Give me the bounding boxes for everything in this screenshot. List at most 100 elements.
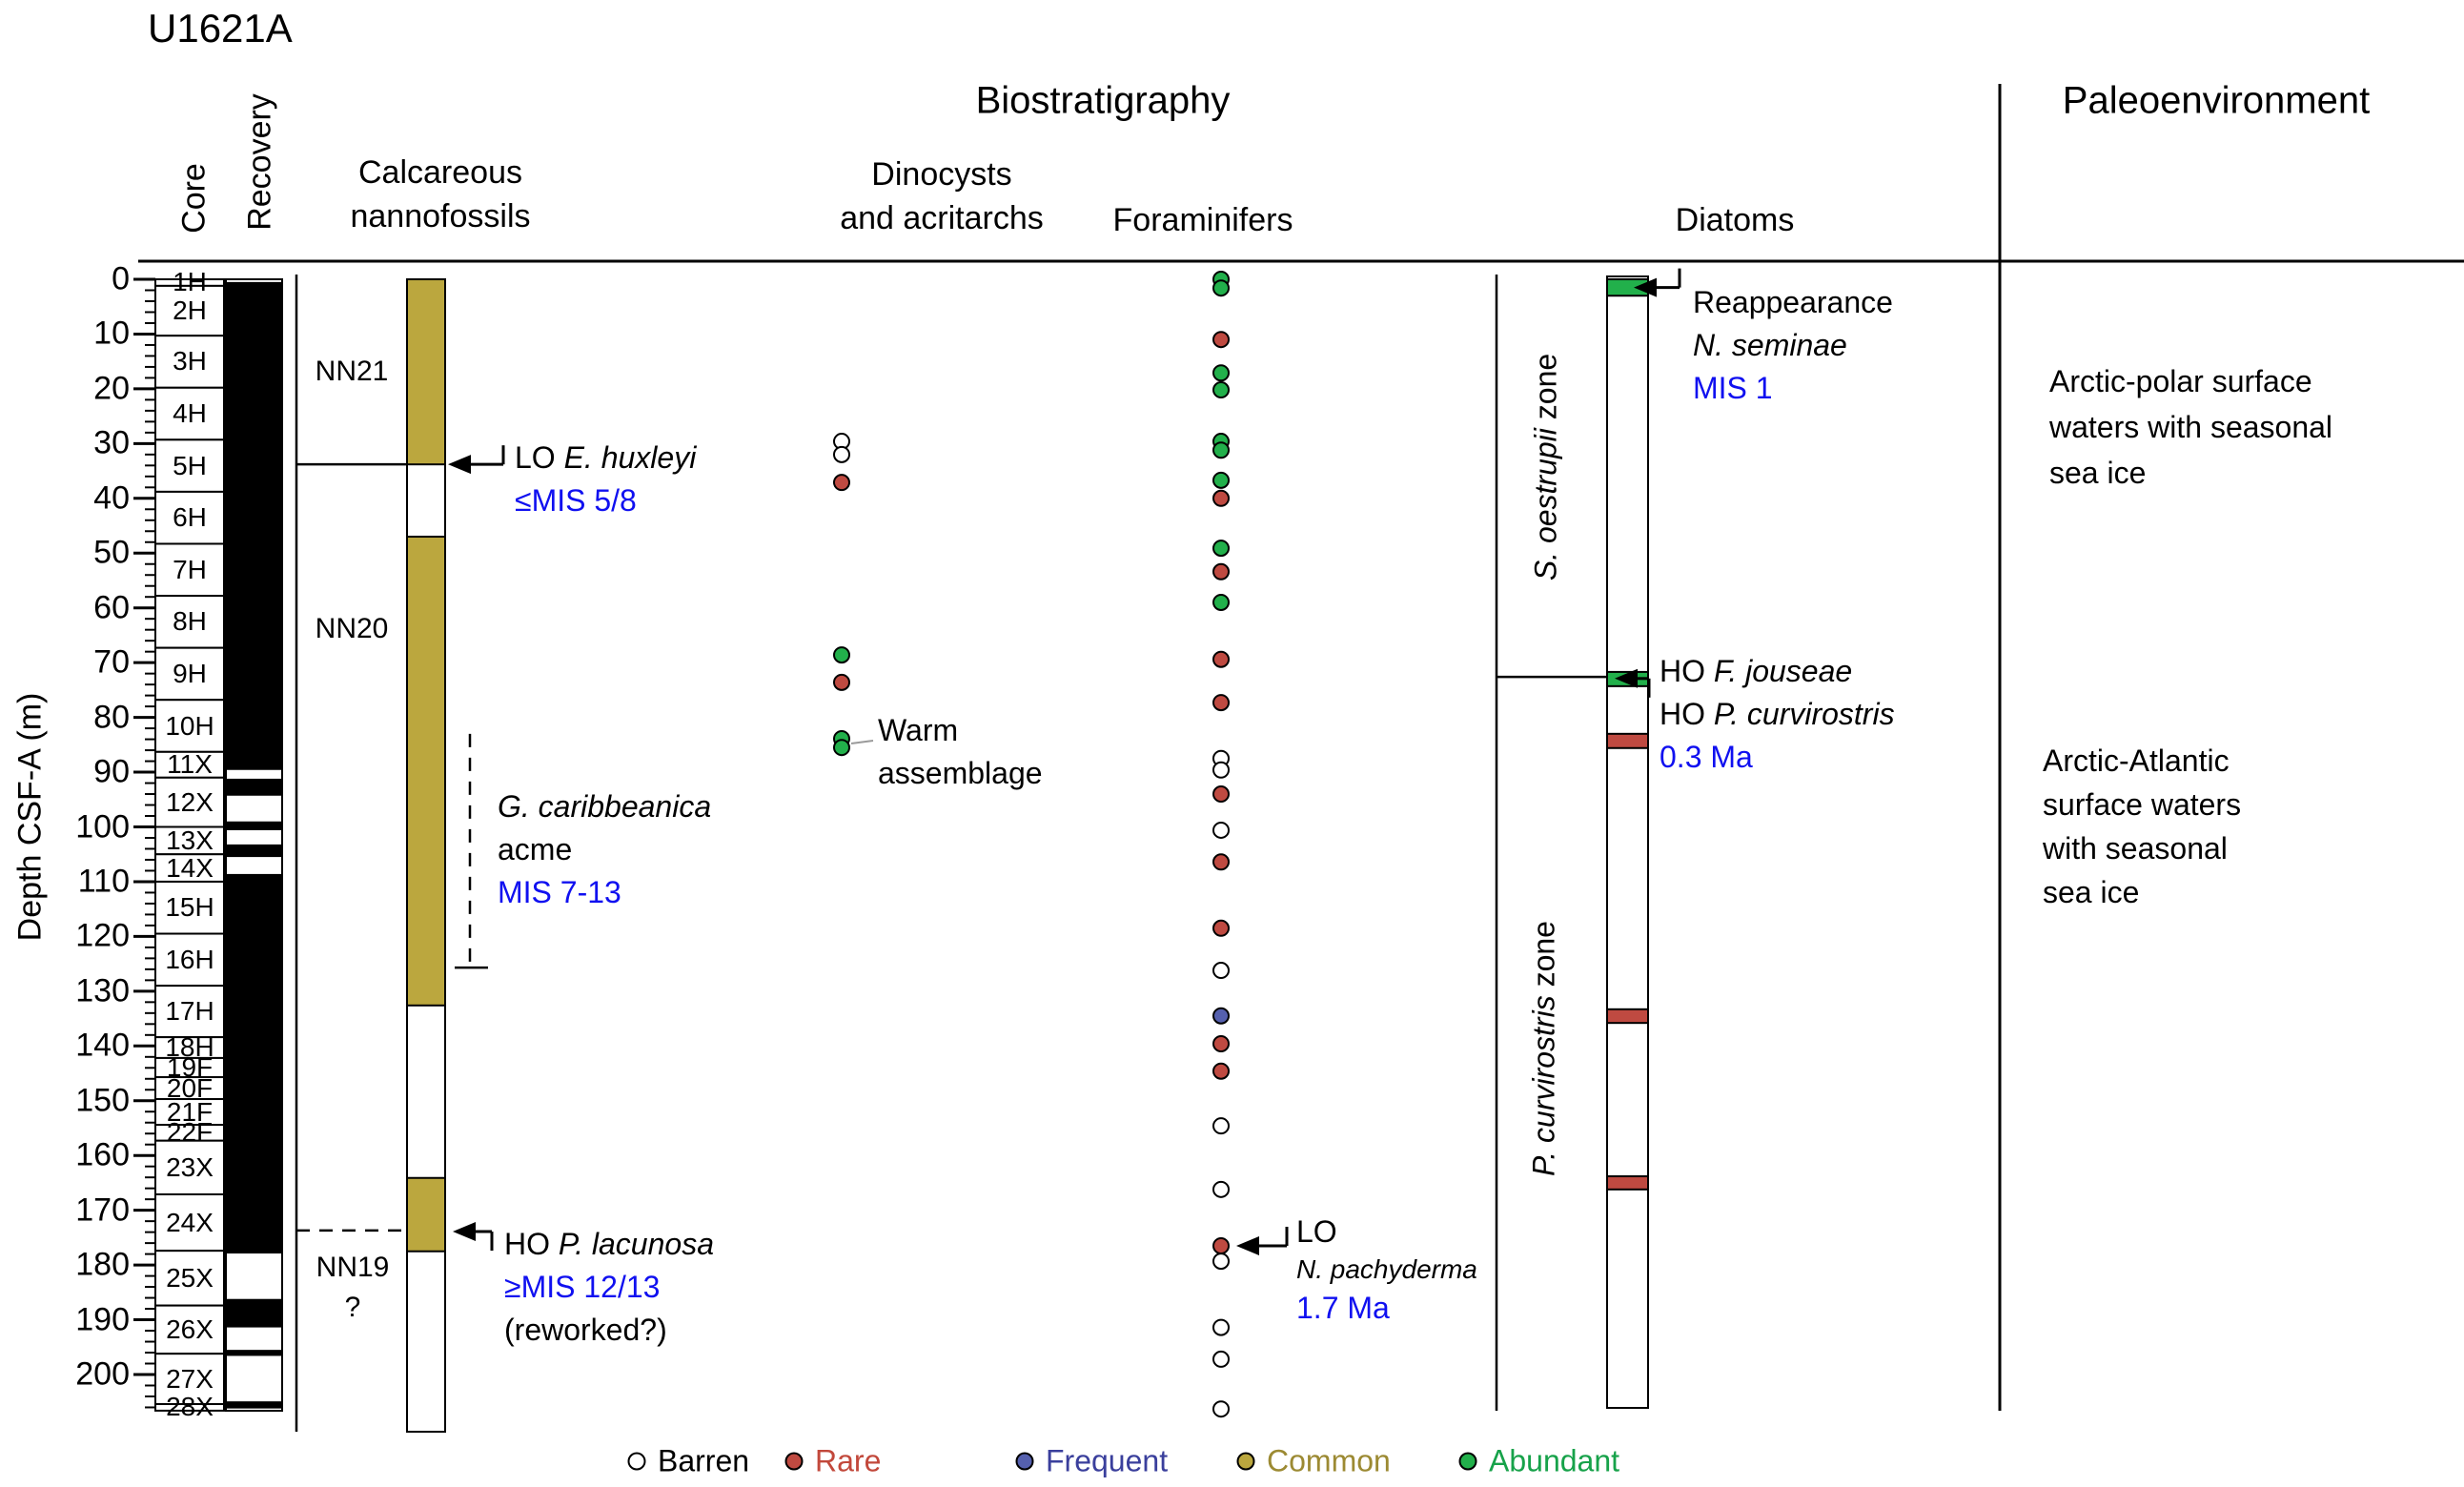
foraminifer-sample-abundant (1212, 381, 1230, 399)
annotation-text-part: 0.3 Ma (1660, 740, 1753, 774)
annotation-text-part: P. lacunosa (558, 1227, 714, 1261)
paleoenvironment-text-line: Arctic-polar surface (2049, 364, 2312, 398)
depth-tick-label: 130 (75, 972, 130, 1009)
core-label: 12X (166, 786, 214, 817)
diatom-abundance-band (1606, 1175, 1649, 1191)
paleoenvironment-text-line: with seasonal (2043, 831, 2228, 866)
diatom-abundance-band (1606, 1008, 1649, 1025)
foraminifer-sample-rare (1212, 1035, 1230, 1053)
core-label: 13X (166, 825, 214, 855)
page-title: U1621A (148, 6, 293, 51)
foraminifer-sample-barren (1212, 1350, 1230, 1368)
annotation-text-part: P. curvirostris (1713, 697, 1895, 731)
annotation-line: 0.3 Ma (1660, 736, 1895, 779)
depth-tick-label: 40 (93, 479, 130, 517)
section-header-biostratigraphy: Biostratigraphy (975, 79, 1231, 122)
core-label: 18H (165, 1032, 214, 1063)
legend-label-rare: Rare (815, 1443, 882, 1478)
foraminifer-sample-barren (1212, 1180, 1230, 1198)
paleoenvironment-text-line: sea ice (2043, 875, 2140, 909)
dinocyst-sample-rare (833, 673, 850, 691)
core-label: 4H (173, 398, 207, 429)
annotation-text-part: E. huxleyi (563, 440, 697, 475)
annotation-ho-f-jouseae: HO F. jouseae HO P. curvirostris 0.3 Ma (1660, 650, 1895, 779)
core-box (154, 646, 225, 702)
nanno-zone-label-nn19-query: ? (344, 1292, 361, 1323)
dinocyst-sample-barren (833, 445, 850, 463)
legend-dot-abundant (1458, 1452, 1477, 1471)
depth-tick-label: 50 (93, 534, 130, 571)
core-box (154, 1250, 225, 1307)
foraminifer-sample-barren (1212, 761, 1230, 779)
annotation-line: (reworked?) (504, 1309, 714, 1352)
column-header-nannofossils: Calcareous nannofossils (350, 151, 530, 238)
foraminifer-sample-abundant (1212, 279, 1230, 297)
foraminifer-sample-abundant (1212, 593, 1230, 611)
core-box (154, 1139, 225, 1195)
annotation-text-part: acme (498, 832, 573, 866)
core-label: 21F (166, 1096, 214, 1127)
core-label: 7H (173, 554, 207, 584)
paleoenvironment-text-line: sea ice (2049, 456, 2147, 490)
diatom-zone-label-part: zone (1528, 353, 1563, 429)
column-header-nannofossils-line2: nannofossils (350, 198, 531, 234)
nanno-zone-label-nn19-text: NN19 (316, 1252, 390, 1283)
diatom-zone-label-part: S. oestrupii (1528, 428, 1563, 581)
foraminifer-sample-rare (1212, 562, 1230, 581)
column-header-dinocysts: Dinocysts and acritarchs (840, 153, 1044, 240)
pointer-arrowhead-reappearance_seminae (1634, 277, 1657, 297)
recovery-interval (226, 1401, 282, 1409)
core-label: 17H (165, 996, 214, 1027)
annotation-text-part: LO (515, 440, 564, 475)
depth-tick-label: 100 (75, 808, 130, 845)
core-box (154, 335, 225, 389)
foraminifer-sample-rare (1212, 489, 1230, 507)
core-label: 27X (166, 1363, 214, 1394)
annotation-text-part: N. pachyderma (1296, 1254, 1477, 1284)
dinocyst-sample-abundant (833, 646, 850, 664)
depth-tick-label: 90 (93, 753, 130, 790)
annotation-text-part: MIS 7-13 (498, 875, 621, 909)
annotation-line: MIS 7-13 (498, 871, 711, 914)
foraminifer-sample-rare (1212, 853, 1230, 871)
depth-tick-label: 10 (93, 315, 130, 352)
foraminifer-sample-barren (1212, 1400, 1230, 1418)
core-label: 23X (166, 1151, 214, 1182)
annotation-text-part: ≤MIS 5/8 (515, 483, 637, 518)
annotation-text-part: HO (1660, 697, 1714, 731)
annotation-line: G. caribbeanica (498, 785, 711, 828)
legend-dot-frequent (1015, 1452, 1034, 1471)
annotation-g-caribbeanica-acme: G. caribbeanica acme MIS 7-13 (498, 785, 711, 914)
legend-label-barren: Barren (658, 1443, 750, 1478)
annotation-text-part: HO (504, 1227, 559, 1261)
annotation-ho-p-lacunosa: HO P. lacunosa ≥MIS 12/13 (reworked?) (504, 1223, 714, 1352)
core-label: 2H (173, 295, 207, 326)
foraminifer-sample-rare (1212, 331, 1230, 349)
paleoenvironment-text-line: waters with seasonal (2049, 410, 2333, 444)
core-label: 25X (166, 1262, 214, 1293)
foraminifer-sample-barren (1212, 1318, 1230, 1336)
depth-tick-label: 70 (93, 643, 130, 681)
annotation-text-part: (reworked?) (504, 1313, 667, 1347)
core-label: 6H (173, 502, 207, 533)
core-label: 1H (173, 267, 207, 297)
legend-dot-common (1236, 1452, 1255, 1471)
core-label: 20F (166, 1072, 214, 1103)
annotation-line: N. seminae (1693, 324, 1893, 367)
depth-tick-label: 120 (75, 917, 130, 954)
core-label: 22F (166, 1117, 214, 1148)
depth-tick-label: 170 (75, 1192, 130, 1229)
diatom-abundance-band (1606, 732, 1649, 749)
annotation-warm-assemblage: Warm assemblage (878, 709, 1043, 795)
core-box (154, 699, 225, 753)
foraminifer-sample-barren (1212, 962, 1230, 980)
paleoenvironment-unit-1: Arctic-polar surface waters with seasonal… (2049, 358, 2332, 496)
core-box (154, 776, 225, 828)
foraminifer-sample-frequent (1212, 1007, 1230, 1025)
annotation-text-part: F. jouseae (1713, 654, 1853, 688)
depth-tick-label: 60 (93, 589, 130, 626)
annotation-line: Warm (878, 709, 1043, 752)
annotation-text-part: G. caribbeanica (498, 789, 712, 824)
core-label: 10H (165, 710, 214, 741)
